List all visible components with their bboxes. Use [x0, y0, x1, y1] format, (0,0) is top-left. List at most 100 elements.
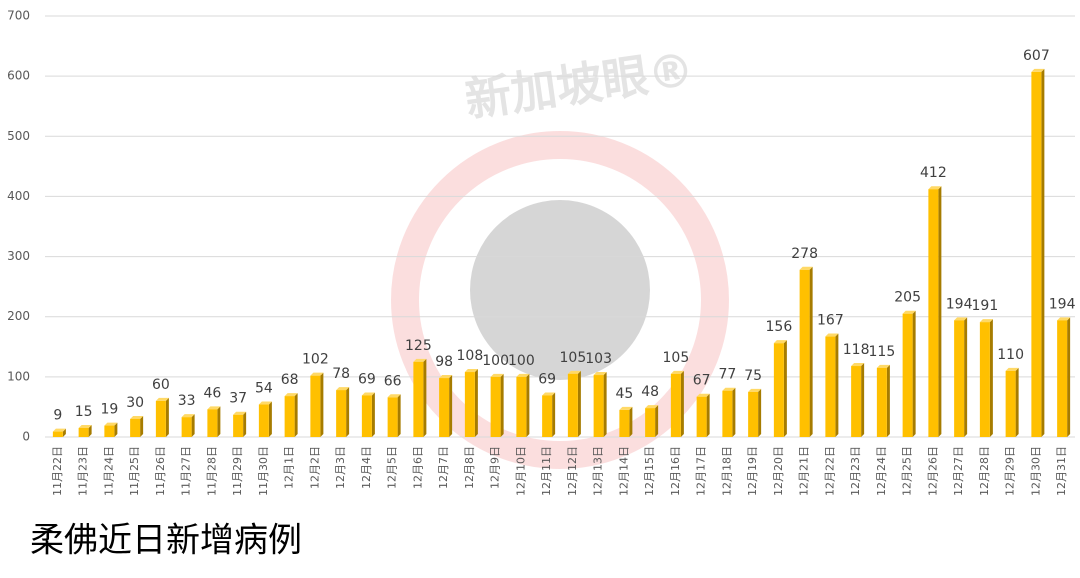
bar-side: [191, 414, 195, 437]
bar-top: [542, 392, 556, 396]
bar: [1005, 370, 1016, 437]
x-tick-label: 11月28日: [205, 446, 218, 496]
bar-side: [88, 424, 92, 437]
bar: [773, 343, 784, 437]
bar-top: [181, 414, 195, 418]
bar-top: [876, 364, 890, 368]
bar: [954, 320, 965, 437]
value-label: 33: [178, 393, 196, 409]
bar-side: [938, 186, 942, 437]
value-label: 46: [203, 385, 221, 401]
x-tick-label: 11月27日: [180, 446, 193, 496]
bar: [670, 373, 681, 437]
value-label: 98: [435, 354, 453, 370]
bar-side: [62, 428, 66, 437]
x-tick-label: 11月22日: [51, 446, 64, 496]
bar: [284, 396, 295, 437]
x-tick-label: 12月25日: [901, 446, 914, 496]
value-label: 15: [75, 404, 93, 420]
bar: [542, 395, 553, 437]
bar-side: [886, 364, 890, 437]
value-label: 100: [482, 353, 509, 369]
bar-side: [500, 373, 504, 437]
bar: [155, 400, 166, 437]
bar: [233, 414, 244, 437]
bar: [619, 409, 630, 437]
x-tick-label: 12月2日: [308, 446, 321, 489]
bar: [825, 336, 836, 437]
bar-side: [861, 363, 865, 437]
bar: [1057, 320, 1068, 437]
watermark-logo: [391, 131, 729, 469]
value-label: 125: [405, 338, 432, 354]
value-label: 167: [817, 313, 844, 329]
bar: [748, 391, 759, 437]
bar-top: [413, 358, 427, 362]
value-label: 110: [997, 347, 1024, 363]
x-tick-label: 12月4日: [360, 446, 373, 489]
bar: [78, 427, 89, 437]
bar-side: [165, 397, 169, 437]
value-label: 607: [1023, 48, 1050, 64]
bar-side: [346, 387, 350, 437]
bar-top: [258, 401, 272, 405]
bar-side: [1041, 68, 1045, 437]
value-label: 156: [766, 319, 793, 335]
bar-top: [1031, 68, 1045, 72]
bar: [645, 408, 656, 437]
bar-top: [387, 394, 401, 398]
bar-side: [809, 266, 813, 437]
y-tick-label: 600: [7, 69, 30, 83]
x-tick-label: 12月24日: [875, 446, 888, 496]
y-tick-label: 500: [7, 129, 30, 143]
bar-side: [629, 406, 633, 437]
bar-top: [310, 372, 324, 376]
x-tick-label: 11月23日: [77, 446, 90, 496]
bar-top: [954, 317, 968, 321]
bar: [928, 189, 939, 437]
value-label: 100: [508, 353, 535, 369]
bar: [104, 425, 115, 437]
x-tick-label: 11月24日: [102, 446, 115, 496]
y-tick-label: 0: [22, 430, 30, 444]
bar-side: [371, 392, 375, 437]
x-tick-label: 12月1日: [283, 446, 296, 489]
x-tick-label: 12月18日: [720, 446, 733, 496]
x-tick-label: 12月31日: [1055, 446, 1068, 496]
bar: [722, 390, 733, 437]
x-tick-label: 12月13日: [592, 446, 605, 496]
bar-side: [423, 358, 427, 437]
y-tick-label: 200: [7, 309, 30, 323]
x-tick-label: 12月8日: [463, 446, 476, 489]
y-tick-label: 100: [7, 369, 30, 383]
x-tick-label: 11月30日: [257, 446, 270, 496]
value-label: 60: [152, 377, 170, 393]
bar-top: [799, 266, 813, 270]
value-label: 78: [332, 366, 350, 382]
value-label: 67: [693, 373, 711, 389]
value-label: 194: [1049, 296, 1076, 312]
bar-top: [233, 411, 247, 415]
bar-side: [758, 388, 762, 437]
x-tick-label: 12月7日: [437, 446, 450, 489]
bar-top: [645, 405, 659, 409]
bar-top: [928, 186, 942, 190]
bar-side: [912, 310, 916, 437]
bar-top: [670, 370, 684, 374]
bar: [593, 375, 604, 437]
bar-top: [464, 369, 478, 373]
bar-side: [964, 317, 968, 437]
y-tick-label: 700: [7, 9, 30, 23]
value-label: 69: [358, 372, 376, 388]
bar-top: [439, 375, 453, 379]
bar-side: [294, 393, 298, 437]
value-label: 194: [946, 296, 973, 312]
x-tick-label: 12月15日: [643, 446, 656, 496]
bar-side: [989, 319, 993, 437]
value-label: 69: [538, 372, 556, 388]
bar-top: [1005, 367, 1019, 371]
bar: [696, 396, 707, 437]
bar-top: [773, 340, 787, 344]
bar-top: [567, 370, 581, 374]
bar-top: [825, 333, 839, 337]
